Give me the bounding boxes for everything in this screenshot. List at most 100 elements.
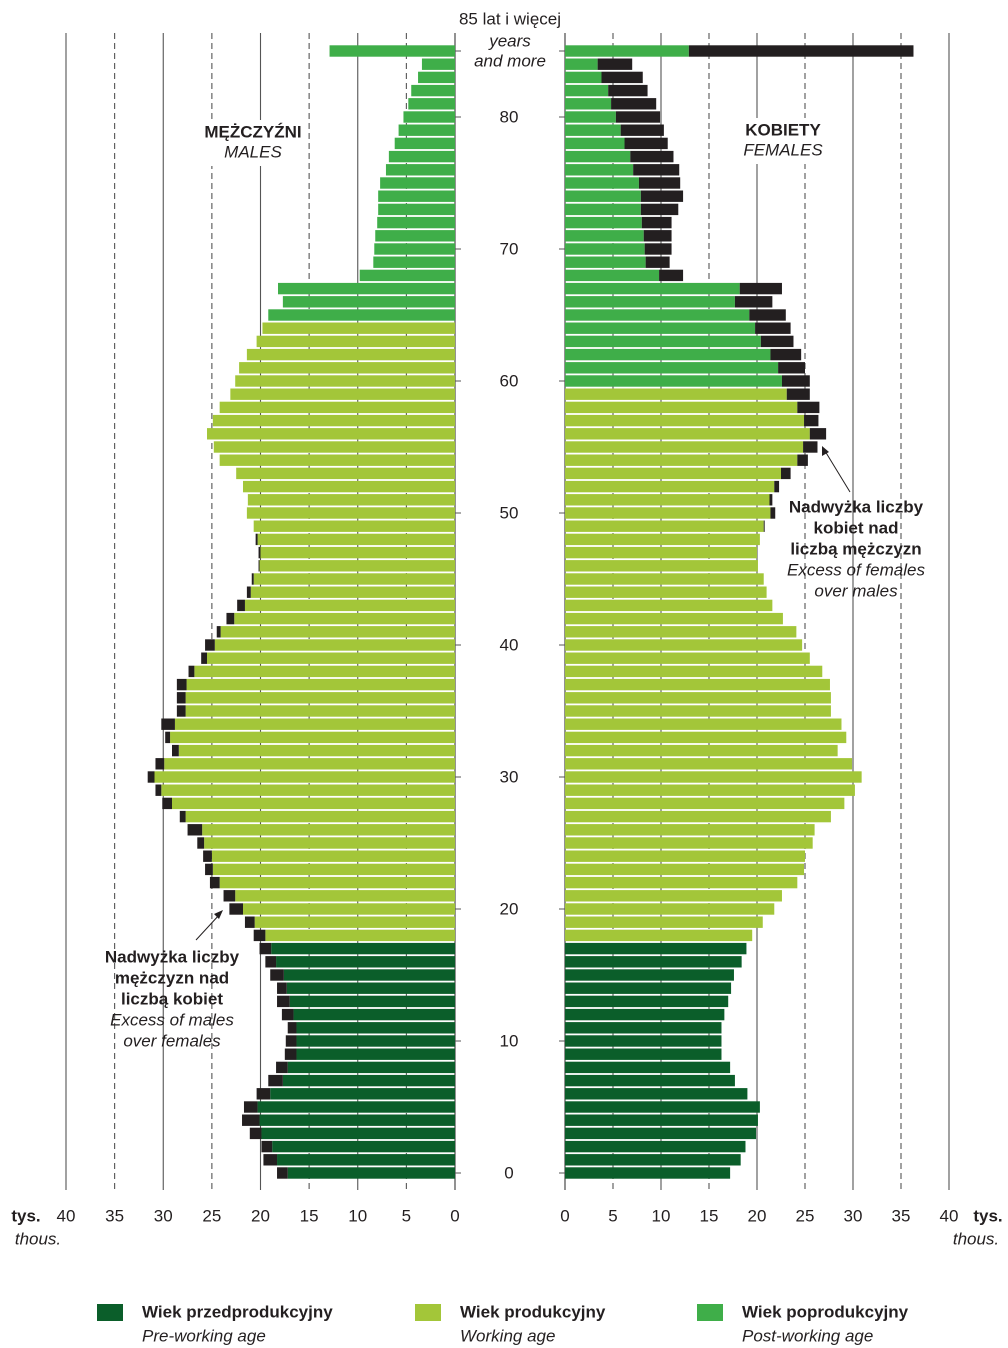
male-excess xyxy=(244,916,255,928)
female-excess xyxy=(734,296,773,308)
male-excess xyxy=(155,758,165,770)
male-bar xyxy=(246,507,455,519)
x-tick-label: 10 xyxy=(348,1206,367,1225)
male-bar xyxy=(359,269,455,282)
male-bar xyxy=(164,758,455,770)
legend-label-en: Post-working age xyxy=(742,1326,873,1345)
x-tick-label: 20 xyxy=(748,1206,767,1225)
legend-label-en: Pre-working age xyxy=(142,1326,266,1345)
male-bar xyxy=(378,190,455,202)
female-bar xyxy=(565,533,760,546)
legend-label: Wiek poprodukcyjny xyxy=(742,1302,909,1321)
females-label-en: FEMALES xyxy=(743,140,823,159)
male-bar xyxy=(212,863,455,876)
female-bar xyxy=(565,375,782,387)
male-bar xyxy=(194,665,455,678)
annotation-en: Excess of females xyxy=(787,560,925,579)
male-excess xyxy=(281,1008,294,1021)
male-bar xyxy=(207,428,455,440)
female-excess xyxy=(645,256,670,268)
age-label: 80 xyxy=(500,107,519,126)
arrow xyxy=(195,913,221,941)
female-bar xyxy=(565,916,763,928)
female-excess xyxy=(803,441,818,453)
female-bar xyxy=(565,956,742,968)
female-excess xyxy=(781,375,810,387)
female-bar xyxy=(565,890,782,902)
arrow-head xyxy=(214,910,223,919)
female-excess xyxy=(643,230,672,242)
male-excess xyxy=(265,956,277,968)
females-label: KOBIETY xyxy=(745,120,821,139)
male-excess xyxy=(259,942,272,955)
female-bar xyxy=(565,969,734,981)
age-label: 30 xyxy=(500,767,519,786)
female-bar xyxy=(565,718,842,730)
female-excess xyxy=(611,98,657,110)
male-bar xyxy=(230,388,455,400)
male-bar xyxy=(211,850,455,862)
x-tick-label: 25 xyxy=(202,1206,221,1225)
male-excess xyxy=(242,1114,260,1126)
male-excess xyxy=(249,1127,262,1140)
female-bar xyxy=(565,758,853,770)
legend-label: Wiek produkcyjny xyxy=(460,1302,606,1321)
female-bar xyxy=(565,1074,735,1087)
female-bar xyxy=(565,243,645,255)
male-excess xyxy=(251,573,254,585)
annotation: liczbą mężczyzn xyxy=(790,539,921,558)
female-excess xyxy=(739,282,782,295)
x-tick-label: 35 xyxy=(892,1206,911,1225)
x-tick-label: 40 xyxy=(940,1206,959,1225)
male-bar xyxy=(185,692,455,704)
female-bar xyxy=(565,837,813,849)
female-bar xyxy=(565,137,625,150)
male-excess xyxy=(162,797,173,810)
arrow-head xyxy=(822,446,829,456)
female-bar xyxy=(565,256,646,268)
female-excess xyxy=(755,322,791,334)
male-excess xyxy=(187,824,203,836)
female-bar xyxy=(565,177,639,189)
male-bar xyxy=(257,1101,455,1113)
annotation-en: over males xyxy=(814,581,898,600)
male-bar xyxy=(254,916,455,928)
male-bar xyxy=(272,1140,455,1153)
female-excess xyxy=(804,414,819,427)
female-excess xyxy=(620,124,664,136)
female-bar xyxy=(565,269,660,282)
male-bar xyxy=(375,230,455,242)
female-bar xyxy=(565,982,732,994)
male-bar xyxy=(394,137,455,150)
male-bar xyxy=(377,216,455,229)
x-tick-label: 30 xyxy=(154,1206,173,1225)
female-bar xyxy=(565,71,602,84)
female-bar xyxy=(565,876,798,889)
legend-label: Wiek przedprodukcyjny xyxy=(142,1302,333,1321)
female-bar xyxy=(565,467,781,480)
female-excess xyxy=(770,348,802,361)
male-bar xyxy=(378,203,455,216)
male-bar xyxy=(282,1074,455,1087)
female-excess xyxy=(633,164,680,176)
female-bar xyxy=(565,1061,731,1074)
x-unit: tys. xyxy=(11,1206,40,1225)
female-excess xyxy=(608,84,648,97)
age-label: 0 xyxy=(504,1163,513,1182)
female-bar xyxy=(565,124,621,136)
female-bar xyxy=(565,771,862,783)
legend-label-en: Working age xyxy=(460,1326,555,1345)
female-bar xyxy=(565,1101,760,1113)
female-bar xyxy=(565,1114,758,1126)
female-bar xyxy=(565,388,787,400)
male-bar xyxy=(278,282,455,295)
male-bar xyxy=(403,111,455,123)
female-excess xyxy=(640,190,684,202)
male-bar xyxy=(253,520,455,532)
female-excess xyxy=(778,362,805,374)
female-bar xyxy=(565,348,771,361)
male-excess xyxy=(223,890,236,902)
male-excess xyxy=(277,982,287,994)
male-bar xyxy=(329,45,455,57)
female-bar xyxy=(565,665,823,678)
